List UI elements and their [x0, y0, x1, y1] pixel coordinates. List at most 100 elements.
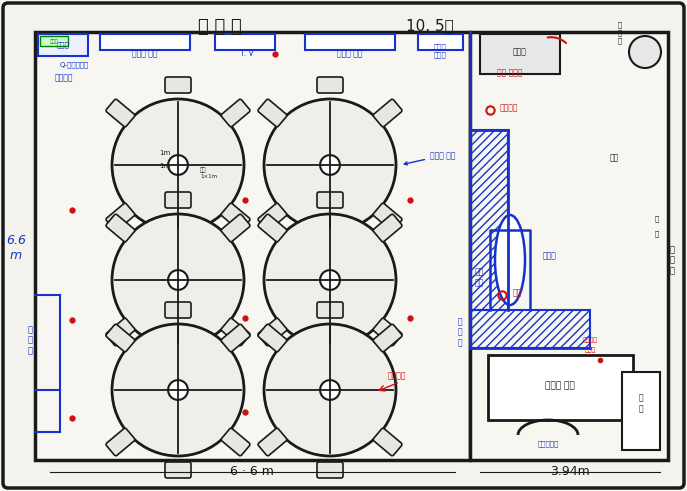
FancyBboxPatch shape: [258, 324, 286, 352]
FancyBboxPatch shape: [106, 324, 135, 352]
Circle shape: [112, 324, 244, 456]
FancyBboxPatch shape: [221, 324, 250, 352]
Text: 여분의
다각배: 여분의 다각배: [433, 43, 447, 57]
FancyBboxPatch shape: [317, 352, 343, 368]
FancyBboxPatch shape: [373, 99, 402, 127]
Bar: [622, 372, 660, 450]
FancyBboxPatch shape: [258, 99, 286, 127]
FancyBboxPatch shape: [165, 352, 191, 368]
FancyBboxPatch shape: [258, 214, 286, 242]
FancyBboxPatch shape: [317, 302, 343, 318]
Text: 청정조명: 청정조명: [388, 371, 407, 380]
Circle shape: [168, 270, 188, 290]
Text: 냉장고: 냉장고: [513, 47, 527, 56]
Text: 운
동
장: 운 동 장: [670, 245, 675, 275]
FancyBboxPatch shape: [258, 318, 286, 346]
FancyBboxPatch shape: [106, 203, 135, 231]
Circle shape: [320, 155, 340, 175]
FancyBboxPatch shape: [165, 302, 191, 318]
FancyBboxPatch shape: [258, 428, 286, 456]
Bar: [305, 34, 395, 50]
Text: 교사용 책상: 교사용 책상: [545, 381, 575, 390]
FancyBboxPatch shape: [317, 237, 343, 253]
Circle shape: [264, 324, 396, 456]
FancyBboxPatch shape: [165, 237, 191, 253]
Text: 세
탁
대: 세 탁 대: [618, 22, 622, 44]
Circle shape: [112, 99, 244, 231]
Bar: [40, 36, 68, 46]
Text: 준비대: 준비대: [56, 42, 69, 48]
Bar: [470, 310, 590, 348]
FancyBboxPatch shape: [3, 3, 684, 488]
FancyBboxPatch shape: [317, 462, 343, 478]
Text: 헝겸
소다: 헝겸 소다: [475, 268, 484, 287]
FancyBboxPatch shape: [165, 192, 191, 208]
FancyBboxPatch shape: [373, 214, 402, 242]
FancyBboxPatch shape: [221, 99, 250, 127]
Text: 커텐: 커텐: [610, 153, 619, 162]
Bar: [38, 34, 88, 56]
Text: Q-교사용의자: Q-교사용의자: [60, 61, 89, 68]
Text: 사물 정리함: 사물 정리함: [497, 68, 523, 77]
Text: 높이
1×1m: 높이 1×1m: [200, 167, 217, 179]
Text: 6.6
m: 6.6 m: [6, 234, 26, 262]
Circle shape: [112, 214, 244, 346]
Bar: [470, 32, 668, 460]
Text: 1m: 1m: [159, 163, 170, 169]
Text: 스탠드: 스탠드: [585, 348, 596, 353]
Text: 상 담 실: 상 담 실: [198, 18, 242, 36]
FancyBboxPatch shape: [317, 77, 343, 93]
Bar: [418, 34, 463, 50]
Circle shape: [168, 380, 188, 400]
FancyBboxPatch shape: [106, 99, 135, 127]
Text: 화이트 보드: 화이트 보드: [337, 49, 363, 58]
Text: 교사용의자: 교사용의자: [537, 440, 559, 447]
Circle shape: [264, 214, 396, 346]
Text: T. V: T. V: [240, 49, 254, 58]
Circle shape: [320, 270, 340, 290]
Circle shape: [168, 155, 188, 175]
Bar: [215, 34, 275, 50]
Circle shape: [264, 99, 396, 231]
FancyBboxPatch shape: [106, 428, 135, 456]
Text: 테이블: 테이블: [543, 251, 557, 260]
Text: 분리형 책상: 분리형 책상: [404, 151, 455, 165]
Text: 물항사석: 물항사석: [55, 73, 74, 82]
Bar: [35, 32, 470, 460]
Text: 옷
장: 옷 장: [639, 394, 643, 413]
FancyBboxPatch shape: [373, 318, 402, 346]
FancyBboxPatch shape: [165, 462, 191, 478]
FancyBboxPatch shape: [221, 214, 250, 242]
Bar: [480, 34, 560, 74]
FancyBboxPatch shape: [373, 428, 402, 456]
Text: 준비대: 준비대: [49, 38, 58, 44]
Text: 1m: 1m: [159, 150, 170, 156]
Bar: [488, 355, 633, 420]
Bar: [470, 130, 508, 310]
FancyBboxPatch shape: [317, 192, 343, 208]
Text: 화이트 보드: 화이트 보드: [133, 49, 158, 58]
FancyBboxPatch shape: [373, 324, 402, 352]
Text: 문: 문: [655, 230, 660, 237]
Text: 청건조명: 청건조명: [500, 103, 519, 112]
Circle shape: [320, 380, 340, 400]
Text: 조명: 조명: [513, 288, 522, 297]
Text: 10. 5㎜: 10. 5㎜: [406, 18, 454, 33]
Ellipse shape: [495, 215, 525, 305]
Text: 3.94m: 3.94m: [550, 465, 590, 478]
Text: 칬
입
문: 칬 입 문: [27, 325, 32, 355]
FancyBboxPatch shape: [165, 77, 191, 93]
Text: 신
입
문: 신 입 문: [458, 317, 462, 347]
Bar: [100, 34, 190, 50]
Text: 6 · 6 m: 6 · 6 m: [230, 465, 274, 478]
FancyBboxPatch shape: [258, 203, 286, 231]
Text: 잡: 잡: [655, 215, 660, 221]
FancyBboxPatch shape: [373, 203, 402, 231]
FancyBboxPatch shape: [106, 214, 135, 242]
FancyBboxPatch shape: [221, 318, 250, 346]
Text: 광도조절: 광도조절: [583, 337, 598, 343]
Circle shape: [629, 36, 661, 68]
FancyBboxPatch shape: [221, 428, 250, 456]
FancyBboxPatch shape: [221, 203, 250, 231]
FancyBboxPatch shape: [106, 318, 135, 346]
